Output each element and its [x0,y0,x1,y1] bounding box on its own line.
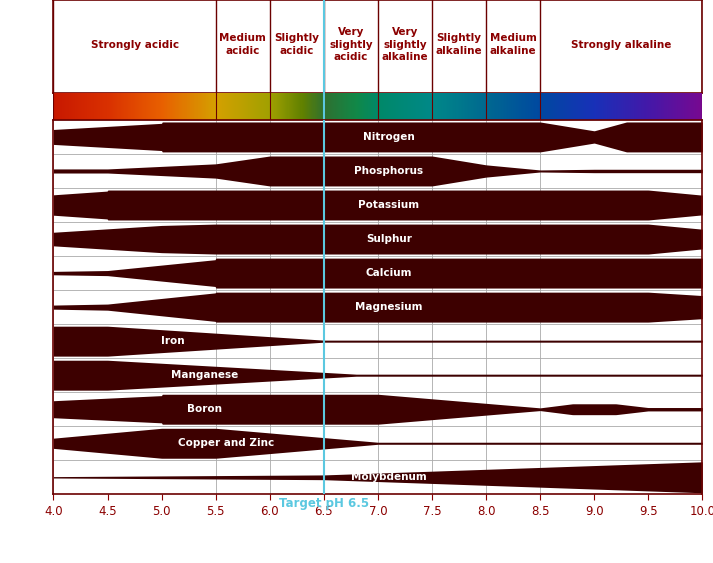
Text: Copper and Zinc: Copper and Zinc [178,438,275,448]
Text: Molybdenum: Molybdenum [351,472,426,482]
Text: Boron: Boron [188,404,222,414]
Text: Medium
alkaline: Medium alkaline [490,33,536,56]
Text: Phosphorus: Phosphorus [354,166,424,176]
Text: Nitrogen: Nitrogen [363,132,414,142]
Text: Slightly
acidic: Slightly acidic [275,33,319,56]
Text: Medium
acidic: Medium acidic [220,33,266,56]
Text: Target pH 6.5: Target pH 6.5 [279,497,369,510]
Text: Sulphur: Sulphur [366,234,411,244]
Text: Strongly acidic: Strongly acidic [91,39,179,50]
Text: Potassium: Potassium [358,200,419,210]
Text: Very
slightly
alkaline: Very slightly alkaline [381,27,429,62]
Text: Very
slightly
acidic: Very slightly acidic [329,27,373,62]
Text: Slightly
alkaline: Slightly alkaline [436,33,482,56]
Text: Magnesium: Magnesium [355,302,423,312]
Text: Iron: Iron [160,336,184,346]
Text: Manganese: Manganese [171,370,238,380]
Text: Calcium: Calcium [366,268,412,278]
Text: Strongly alkaline: Strongly alkaline [571,39,672,50]
